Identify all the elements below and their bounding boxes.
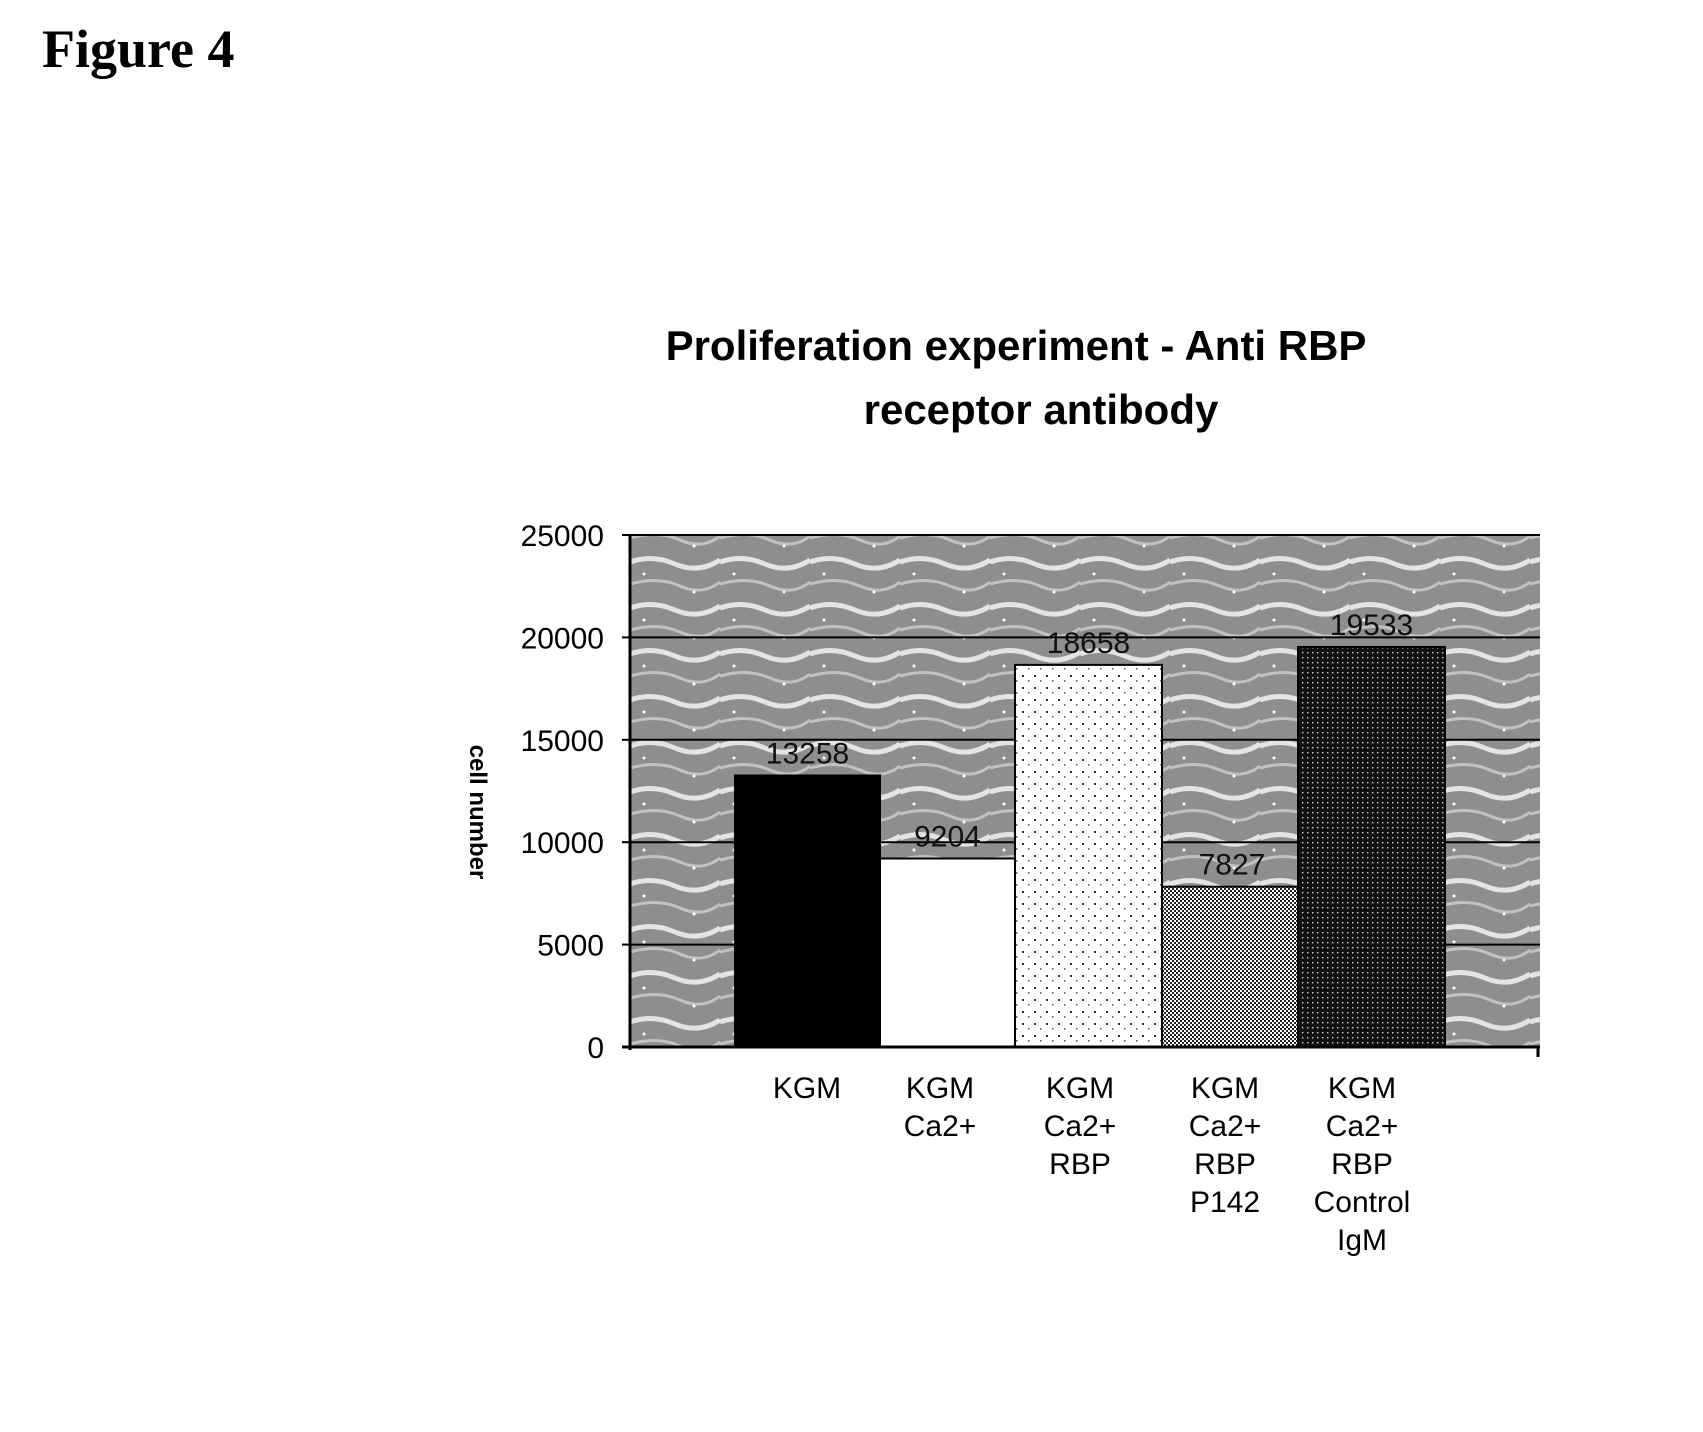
bar (1162, 887, 1302, 1047)
data-label: 13258 (766, 737, 849, 770)
y-tick-label: 25000 (521, 520, 604, 553)
category-label-line: KGM (1328, 1072, 1396, 1105)
category-label-line: KGM (1046, 1072, 1114, 1105)
y-tick-label: 5000 (537, 930, 604, 963)
category-label-line: Ca2+ (1044, 1110, 1117, 1143)
category-label-line: RBP (1331, 1148, 1393, 1181)
category-label-line: Control (1314, 1186, 1411, 1219)
category-label: KGM Ca2+ (904, 1072, 977, 1143)
data-label: 9204 (914, 821, 981, 854)
category-label-line: Ca2+ (1189, 1110, 1262, 1143)
category-label-line: Ca2+ (904, 1110, 977, 1143)
category-label-line: RBP (1049, 1148, 1111, 1181)
bar (880, 859, 1015, 1047)
data-label: 18658 (1047, 627, 1130, 660)
data-label: 7827 (1199, 849, 1266, 882)
category-label: KGM Ca2+ RBP P142 (1189, 1072, 1262, 1219)
chart-title-line-2: receptor antibody (864, 386, 1219, 433)
category-label-line: P142 (1190, 1186, 1260, 1219)
data-label: 19533 (1330, 609, 1413, 642)
category-label: KGM Ca2+ RBP Control IgM (1314, 1072, 1411, 1257)
y-tick-label: 0 (587, 1032, 604, 1065)
category-label: KGM (773, 1072, 841, 1105)
category-label-line: KGM (773, 1072, 841, 1105)
bar (1015, 665, 1162, 1047)
y-tick-label: 10000 (521, 827, 604, 860)
y-axis-label: cell number (464, 745, 491, 880)
y-ticks: 0 5000 10000 15000 20000 25000 (521, 520, 630, 1065)
category-label-line: KGM (906, 1072, 974, 1105)
category-label-line: Ca2+ (1326, 1110, 1399, 1143)
y-tick-label: 20000 (521, 622, 604, 655)
category-label: KGM Ca2+ RBP (1044, 1072, 1117, 1181)
y-tick-label: 15000 (521, 725, 604, 758)
category-label-line: IgM (1337, 1224, 1387, 1257)
category-label-line: KGM (1191, 1072, 1259, 1105)
bar (1298, 647, 1445, 1047)
chart-title-line-1: Proliferation experiment - Anti RBP (666, 322, 1367, 369)
category-labels: KGM KGM Ca2+ KGM Ca2+ RBP KGM Ca2+ RBP P142 KGM Ca2… (773, 1072, 1411, 1257)
category-label-line: RBP (1194, 1148, 1256, 1181)
bar-chart: Proliferation experiment - Anti RBP rece… (0, 0, 1703, 1432)
bar (735, 775, 880, 1047)
